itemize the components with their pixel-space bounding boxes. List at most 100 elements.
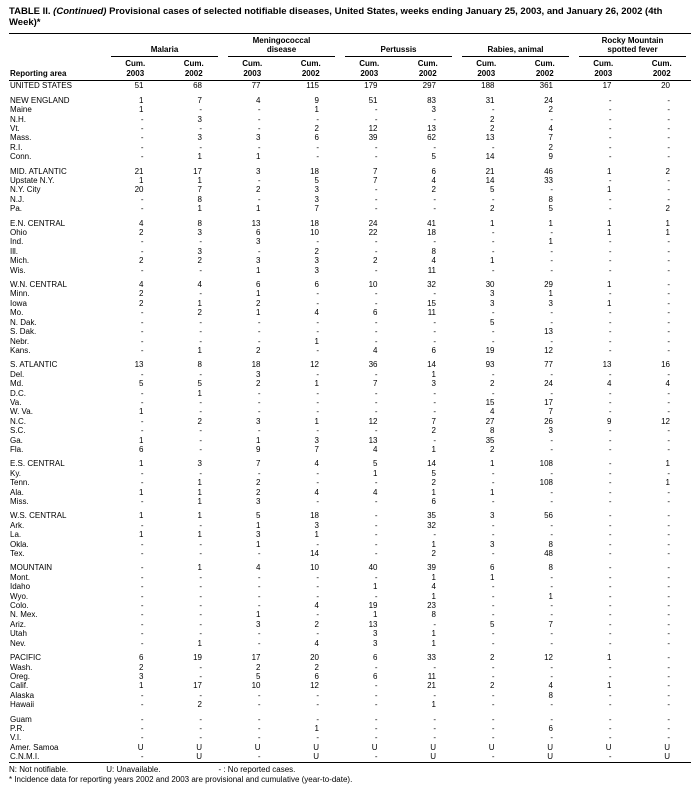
value-cell: 2: [490, 444, 495, 454]
reporting-area-cell: C.N.M.I.: [10, 752, 40, 762]
value-cell: -: [199, 539, 202, 549]
value-cell: -: [140, 123, 144, 133]
value-cell: 8: [431, 246, 436, 256]
table-title-continued: (Continued): [53, 6, 107, 17]
value-cell: 5: [490, 317, 495, 327]
reporting-area-cell: Kans.: [10, 345, 31, 355]
value-cell: 17: [602, 81, 612, 91]
value-cell: -: [550, 435, 553, 445]
value-cell: 6: [431, 345, 436, 355]
value-cell: -: [491, 105, 495, 115]
value-cell: -: [374, 397, 378, 407]
value-cell: 3: [373, 629, 378, 639]
reporting-area-header: Reporting area: [9, 33, 106, 82]
value-cell: -: [316, 733, 319, 743]
value-cell: 17: [193, 681, 202, 691]
value-cell: -: [374, 105, 378, 115]
value-cell: 8: [490, 426, 495, 436]
value-cell: -: [491, 733, 495, 743]
value-cell: -: [140, 133, 144, 143]
value-cell: 2: [431, 478, 436, 488]
value-cell: 6: [431, 497, 436, 506]
value-cell: -: [491, 308, 495, 318]
reporting-area-cell: N.Y. City: [10, 185, 41, 195]
value-cell: 1: [139, 95, 144, 105]
value-cell: -: [608, 520, 612, 530]
value-cell: -: [374, 714, 378, 724]
value-cell: 3: [314, 194, 319, 204]
value-cell: 4: [139, 280, 144, 290]
subcolumn-cum-2002: Cum. 2002: [164, 57, 223, 82]
value-cell: -: [374, 681, 378, 691]
value-cell: 4: [256, 563, 261, 573]
value-cell: 4: [314, 638, 319, 648]
value-cell: 17: [193, 166, 202, 176]
value-cell: -: [433, 327, 436, 337]
value-cell: -: [199, 572, 202, 582]
subcolumn-cum-2003: Cum. 2003: [574, 57, 633, 82]
value-cell: -: [608, 601, 612, 611]
value-cell: 7: [314, 204, 319, 214]
value-cell: -: [199, 123, 202, 133]
value-cell: 14: [427, 459, 436, 469]
table-title-label: TABLE II.: [9, 6, 51, 17]
value-cell: 2: [490, 681, 495, 691]
table-row: Ill. - 3 - 2 - 8 - - - -: [9, 247, 691, 256]
value-cell: -: [257, 142, 261, 152]
table-row: N. Mex. - - 1 - 1 8 - - - -: [9, 610, 691, 619]
value-cell: -: [433, 336, 436, 346]
value-cell: -: [608, 289, 612, 299]
table-row: Vt. - - - 2 12 13 2 4 - -: [9, 124, 691, 133]
value-cell: 20: [134, 185, 144, 195]
value-cell: 3: [256, 497, 261, 506]
value-cell: -: [667, 671, 670, 681]
value-cell: 2: [139, 228, 144, 238]
column-group-meningococcal-disease: Meningococcal disease: [223, 33, 340, 58]
value-cell: 8: [548, 690, 553, 700]
value-cell: -: [608, 530, 612, 540]
value-cell: 8: [548, 194, 553, 204]
value-cell: -: [608, 563, 612, 573]
value-cell: -: [667, 289, 670, 299]
value-cell: -: [257, 105, 261, 115]
value-cell: 1: [607, 653, 612, 663]
value-cell: 7: [314, 444, 319, 454]
value-cell: -: [550, 582, 553, 592]
value-cell: -: [374, 152, 378, 162]
value-cell: 6: [490, 563, 495, 573]
value-cell: 1: [139, 530, 144, 540]
value-cell: -: [608, 265, 612, 275]
value-cell: -: [316, 397, 319, 407]
value-cell: 40: [368, 563, 378, 573]
value-cell: -: [608, 142, 612, 152]
value-cell: 2: [373, 256, 378, 266]
table-row: Upstate N.Y. 1 1 - 5 7 4 14 33 - -: [9, 176, 691, 185]
table-row: UNITED STATES 51 68 77 115 179 297 188 361 17 20: [9, 81, 691, 91]
value-cell: -: [374, 246, 378, 256]
value-cell: -: [199, 237, 202, 247]
table-row: P.R. - - - 1 - - - 6 - -: [9, 724, 691, 733]
value-cell: 3: [314, 435, 319, 445]
table-row: Tex. - - - 14 - 2 - 48 - -: [9, 549, 691, 558]
value-cell: 20: [310, 653, 319, 663]
value-cell: -: [433, 530, 436, 540]
value-cell: -: [550, 572, 553, 582]
value-cell: 8: [431, 610, 436, 620]
table-row: Ariz. - - 3 2 13 - 5 7 - -: [9, 620, 691, 629]
value-cell: -: [199, 142, 202, 152]
value-cell: 62: [427, 133, 436, 143]
value-cell: 35: [427, 511, 436, 521]
table-title-rest: Provisional cases of selected notifiable…: [9, 6, 663, 29]
value-cell: 9: [548, 152, 553, 162]
value-cell: 3: [197, 133, 202, 143]
value-cell: -: [374, 369, 378, 379]
value-cell: -: [374, 662, 378, 672]
value-cell: -: [667, 123, 670, 133]
value-cell: -: [550, 369, 553, 379]
value-cell: 1: [665, 478, 670, 488]
value-cell: -: [140, 563, 144, 573]
value-cell: -: [667, 662, 670, 672]
value-cell: -: [257, 327, 261, 337]
reporting-area-cell: Okla.: [10, 539, 29, 549]
